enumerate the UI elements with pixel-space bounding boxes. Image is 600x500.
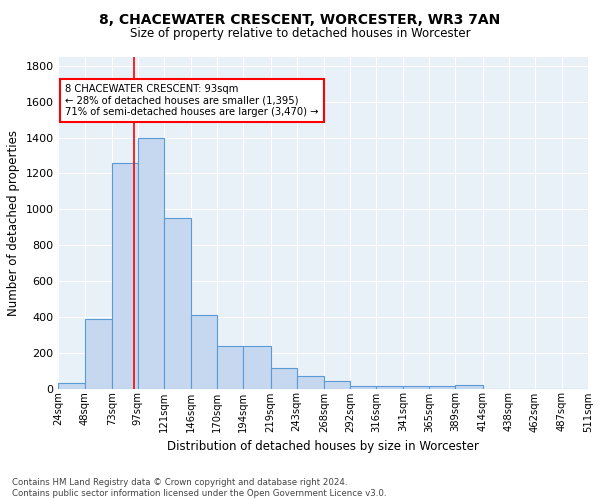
Bar (85, 318, 112, 388)
Bar (271, 368, 296, 388)
Bar (58, 383, 85, 388)
Bar (350, 386, 376, 388)
Text: 8 CHACEWATER CRESCENT: 93sqm
← 28% of detached houses are smaller (1,395)
71% of: 8 CHACEWATER CRESCENT: 93sqm ← 28% of de… (65, 84, 319, 117)
Bar (191, 315, 217, 388)
Bar (455, 385, 482, 388)
Bar (324, 380, 350, 388)
X-axis label: Distribution of detached houses by size in Worcester: Distribution of detached houses by size … (167, 440, 479, 453)
Bar (138, 138, 164, 388)
Y-axis label: Number of detached properties: Number of detached properties (7, 130, 20, 316)
Bar (296, 376, 324, 388)
Bar (164, 218, 191, 388)
Bar (217, 346, 244, 389)
Bar (112, 162, 138, 388)
Bar (429, 386, 455, 388)
Text: 8, CHACEWATER CRESCENT, WORCESTER, WR3 7AN: 8, CHACEWATER CRESCENT, WORCESTER, WR3 7… (100, 12, 500, 26)
Bar (403, 386, 429, 388)
Text: Size of property relative to detached houses in Worcester: Size of property relative to detached ho… (130, 28, 470, 40)
Bar (244, 346, 271, 389)
Bar (376, 386, 403, 388)
Text: Contains HM Land Registry data © Crown copyright and database right 2024.
Contai: Contains HM Land Registry data © Crown c… (12, 478, 386, 498)
